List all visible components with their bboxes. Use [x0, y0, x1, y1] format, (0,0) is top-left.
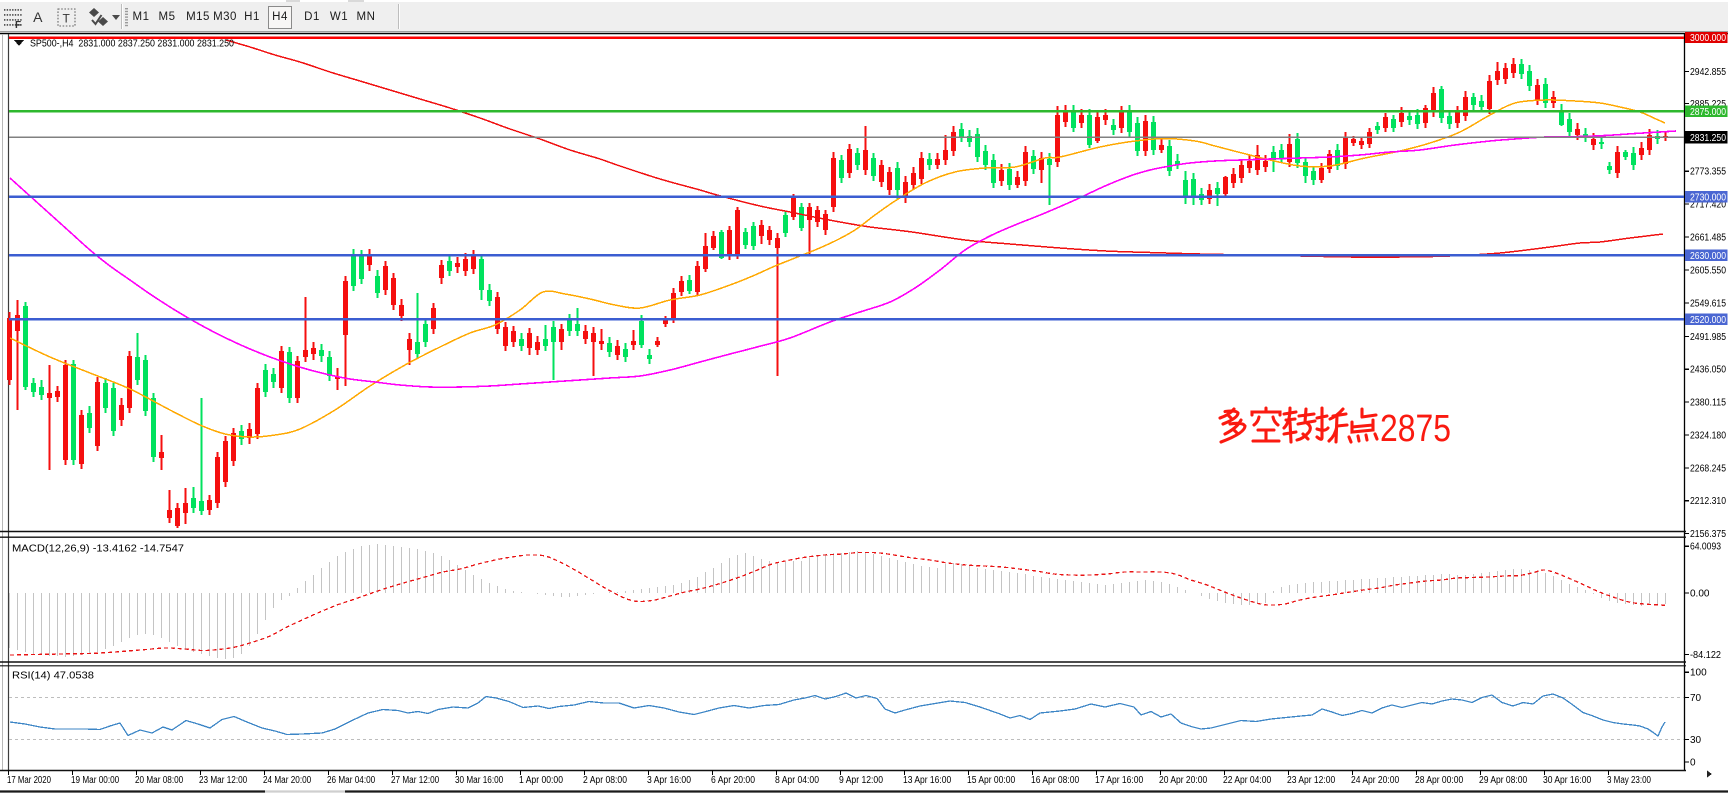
svg-text:2491.985: 2491.985 — [1690, 332, 1726, 343]
svg-text:27 Mar 12:00: 27 Mar 12:00 — [391, 775, 440, 786]
svg-text:2549.615: 2549.615 — [1690, 298, 1726, 309]
svg-text:-84.122: -84.122 — [1690, 650, 1721, 661]
svg-text:2717.420: 2717.420 — [1690, 200, 1726, 211]
svg-text:20 Mar 08:00: 20 Mar 08:00 — [135, 775, 184, 786]
svg-text:8 Apr 04:00: 8 Apr 04:00 — [775, 775, 819, 786]
svg-text:2436.050: 2436.050 — [1690, 365, 1726, 376]
svg-text:24 Apr 20:00: 24 Apr 20:00 — [1351, 775, 1400, 786]
svg-text:16 Apr 08:00: 16 Apr 08:00 — [1031, 775, 1080, 786]
svg-text:2630.000: 2630.000 — [1690, 251, 1726, 262]
svg-text:23 Apr 12:00: 23 Apr 12:00 — [1287, 775, 1336, 786]
svg-text:3 Apr 16:00: 3 Apr 16:00 — [647, 775, 691, 786]
svg-text:15 Apr 00:00: 15 Apr 00:00 — [967, 775, 1016, 786]
svg-text:19 Mar 00:00: 19 Mar 00:00 — [71, 775, 120, 786]
svg-text:2831.250: 2831.250 — [1690, 133, 1726, 144]
svg-text:2661.485: 2661.485 — [1690, 233, 1726, 244]
svg-text:F: F — [15, 20, 21, 29]
svg-text:SP500-,H4 2831.000 2837.250 2: SP500-,H4 2831.000 2837.250 2831.000 283… — [30, 38, 234, 50]
svg-text:2730.000: 2730.000 — [1690, 192, 1726, 203]
svg-text:30: 30 — [1690, 735, 1702, 746]
svg-text:RSI(14) 47.0538: RSI(14) 47.0538 — [12, 670, 94, 682]
svg-text:70: 70 — [1690, 693, 1702, 704]
svg-text:2942.855: 2942.855 — [1690, 67, 1726, 78]
svg-text:2605.550: 2605.550 — [1690, 265, 1726, 276]
svg-text:T: T — [63, 12, 71, 26]
svg-text:2520.000: 2520.000 — [1690, 315, 1726, 326]
svg-text:2885.225: 2885.225 — [1690, 99, 1726, 110]
svg-text:2875: 2875 — [1380, 408, 1451, 450]
svg-text:2324.180: 2324.180 — [1690, 431, 1726, 442]
svg-text:1 Apr 00:00: 1 Apr 00:00 — [519, 775, 563, 786]
svg-text:3000.000: 3000.000 — [1690, 33, 1726, 44]
svg-text:2156.375: 2156.375 — [1690, 529, 1726, 540]
svg-text:17 Mar 2020: 17 Mar 2020 — [7, 775, 51, 786]
svg-text:17 Apr 16:00: 17 Apr 16:00 — [1095, 775, 1144, 786]
svg-text:22 Apr 04:00: 22 Apr 04:00 — [1223, 775, 1272, 786]
svg-text:100: 100 — [1690, 668, 1707, 679]
svg-text:2 Apr 08:00: 2 Apr 08:00 — [583, 775, 627, 786]
svg-text:9 Apr 12:00: 9 Apr 12:00 — [839, 775, 883, 786]
svg-text:24 Mar 20:00: 24 Mar 20:00 — [263, 775, 312, 786]
svg-text:30 Mar 16:00: 30 Mar 16:00 — [455, 775, 504, 786]
svg-text:23 Mar 12:00: 23 Mar 12:00 — [199, 775, 248, 786]
svg-text:2773.355: 2773.355 — [1690, 167, 1726, 178]
svg-text:0: 0 — [1690, 757, 1696, 768]
svg-text:6 Apr 20:00: 6 Apr 20:00 — [711, 775, 755, 786]
svg-text:13 Apr 16:00: 13 Apr 16:00 — [903, 775, 952, 786]
svg-text:26 Mar 04:00: 26 Mar 04:00 — [327, 775, 376, 786]
svg-text:64.0093: 64.0093 — [1690, 542, 1721, 553]
svg-text:2268.245: 2268.245 — [1690, 463, 1726, 474]
svg-text:2875.000: 2875.000 — [1690, 107, 1726, 118]
svg-text:2380.115: 2380.115 — [1690, 398, 1726, 409]
svg-text:29 Apr 08:00: 29 Apr 08:00 — [1479, 775, 1528, 786]
svg-text:2212.310: 2212.310 — [1690, 496, 1726, 507]
svg-text:28 Apr 00:00: 28 Apr 00:00 — [1415, 775, 1464, 786]
svg-text:30 Apr 16:00: 30 Apr 16:00 — [1543, 775, 1592, 786]
svg-text:3 May 23:00: 3 May 23:00 — [1607, 775, 1651, 786]
svg-text:0.00: 0.00 — [1690, 589, 1710, 600]
svg-text:20 Apr 20:00: 20 Apr 20:00 — [1159, 775, 1208, 786]
svg-text:MACD(12,26,9) -13.4162 -14.754: MACD(12,26,9) -13.4162 -14.7547 — [12, 543, 184, 555]
